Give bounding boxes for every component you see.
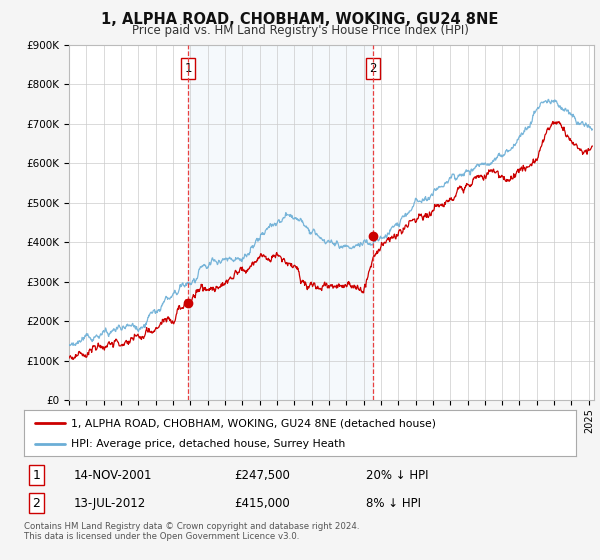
Text: 1, ALPHA ROAD, CHOBHAM, WOKING, GU24 8NE (detached house): 1, ALPHA ROAD, CHOBHAM, WOKING, GU24 8NE… <box>71 418 436 428</box>
Text: HPI: Average price, detached house, Surrey Heath: HPI: Average price, detached house, Surr… <box>71 438 345 449</box>
Text: 2: 2 <box>369 62 377 75</box>
Text: £247,500: £247,500 <box>234 469 290 482</box>
Text: 1: 1 <box>32 469 40 482</box>
Text: £415,000: £415,000 <box>234 497 290 510</box>
Text: 8% ↓ HPI: 8% ↓ HPI <box>366 497 421 510</box>
Text: 1, ALPHA ROAD, CHOBHAM, WOKING, GU24 8NE: 1, ALPHA ROAD, CHOBHAM, WOKING, GU24 8NE <box>101 12 499 27</box>
Bar <box>188 45 373 400</box>
Text: Price paid vs. HM Land Registry's House Price Index (HPI): Price paid vs. HM Land Registry's House … <box>131 24 469 37</box>
Text: 2: 2 <box>32 497 40 510</box>
Text: 20% ↓ HPI: 20% ↓ HPI <box>366 469 429 482</box>
Text: 14-NOV-2001: 14-NOV-2001 <box>74 469 152 482</box>
Text: 13-JUL-2012: 13-JUL-2012 <box>74 497 146 510</box>
Text: Contains HM Land Registry data © Crown copyright and database right 2024.
This d: Contains HM Land Registry data © Crown c… <box>24 522 359 542</box>
Text: 1: 1 <box>184 62 192 75</box>
